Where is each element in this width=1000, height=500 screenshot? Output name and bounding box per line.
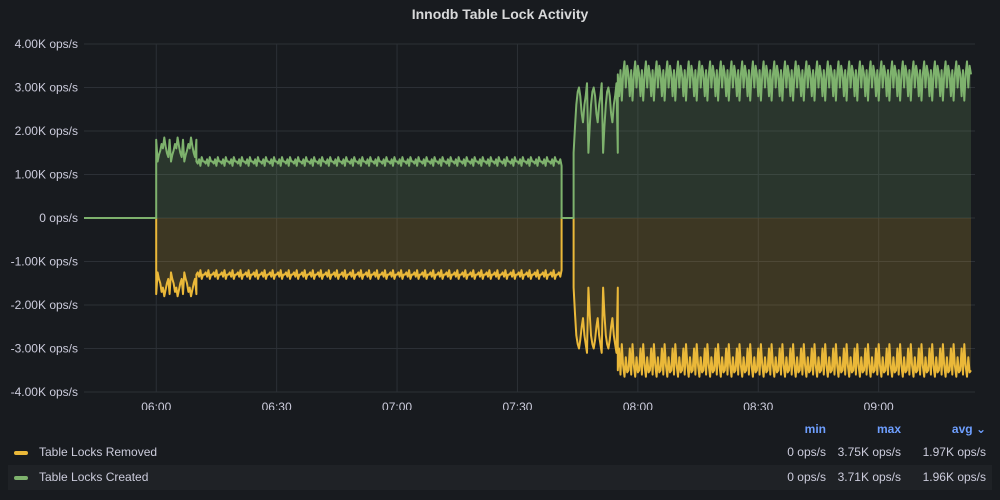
legend-min-value: 0 ops/s bbox=[787, 470, 826, 484]
y-tick-label: -1.00K ops/s bbox=[11, 255, 78, 269]
y-tick-label: 0 ops/s bbox=[39, 211, 78, 225]
series-line-created[interactable] bbox=[84, 60, 972, 219]
legend-swatch-created bbox=[14, 476, 28, 480]
x-tick-label: 08:30 bbox=[743, 400, 773, 410]
x-tick-label: 08:00 bbox=[623, 400, 653, 410]
y-tick-label: 1.00K ops/s bbox=[15, 168, 78, 182]
y-tick-label: 2.00K ops/s bbox=[15, 124, 78, 138]
legend-max-value: 3.71K ops/s bbox=[837, 470, 901, 484]
legend: min max avg ⌄ Table Locks Removed 0 ops/… bbox=[8, 418, 992, 490]
legend-avg-label: avg bbox=[951, 422, 973, 436]
series-line-removed[interactable] bbox=[84, 217, 972, 378]
x-tick-label: 07:00 bbox=[382, 400, 412, 410]
legend-row-created[interactable]: Table Locks Created 0 ops/s 3.71K ops/s … bbox=[8, 465, 992, 490]
legend-series-name[interactable]: Table Locks Removed bbox=[39, 445, 158, 459]
x-tick-label: 07:30 bbox=[502, 400, 532, 410]
legend-series-name[interactable]: Table Locks Created bbox=[39, 470, 149, 484]
sort-chevron-down-icon: ⌄ bbox=[975, 422, 986, 436]
legend-max-header[interactable]: max bbox=[876, 422, 901, 436]
legend-swatch-removed bbox=[14, 451, 28, 455]
y-tick-label: -2.00K ops/s bbox=[11, 298, 78, 312]
chart-title: Innodb Table Lock Activity bbox=[411, 6, 589, 22]
y-tick-label: -3.00K ops/s bbox=[11, 342, 78, 356]
legend-avg-value: 1.97K ops/s bbox=[922, 445, 986, 459]
legend-header: min max avg ⌄ bbox=[8, 418, 992, 440]
legend-max-value: 3.75K ops/s bbox=[837, 445, 901, 459]
legend-min-header[interactable]: min bbox=[804, 422, 826, 436]
legend-min-value: 0 ops/s bbox=[787, 445, 826, 459]
x-tick-label: 09:00 bbox=[864, 400, 894, 410]
y-tick-label: 4.00K ops/s bbox=[15, 37, 78, 51]
y-tick-label: 3.00K ops/s bbox=[15, 81, 78, 95]
series-area-created bbox=[84, 61, 971, 219]
x-tick-label: 06:30 bbox=[262, 400, 292, 410]
chart-plot[interactable]: 4.00K ops/s 3.00K ops/s 2.00K ops/s 1.00K o… bbox=[0, 0, 1000, 410]
legend-avg-header[interactable]: avg ⌄ bbox=[952, 422, 986, 436]
y-tick-label: -4.00K ops/s bbox=[11, 385, 78, 399]
series-area-removed bbox=[84, 218, 971, 377]
x-tick-label: 06:00 bbox=[141, 400, 171, 410]
legend-avg-value: 1.96K ops/s bbox=[922, 470, 986, 484]
legend-row-removed[interactable]: Table Locks Removed 0 ops/s 3.75K ops/s … bbox=[8, 440, 992, 465]
